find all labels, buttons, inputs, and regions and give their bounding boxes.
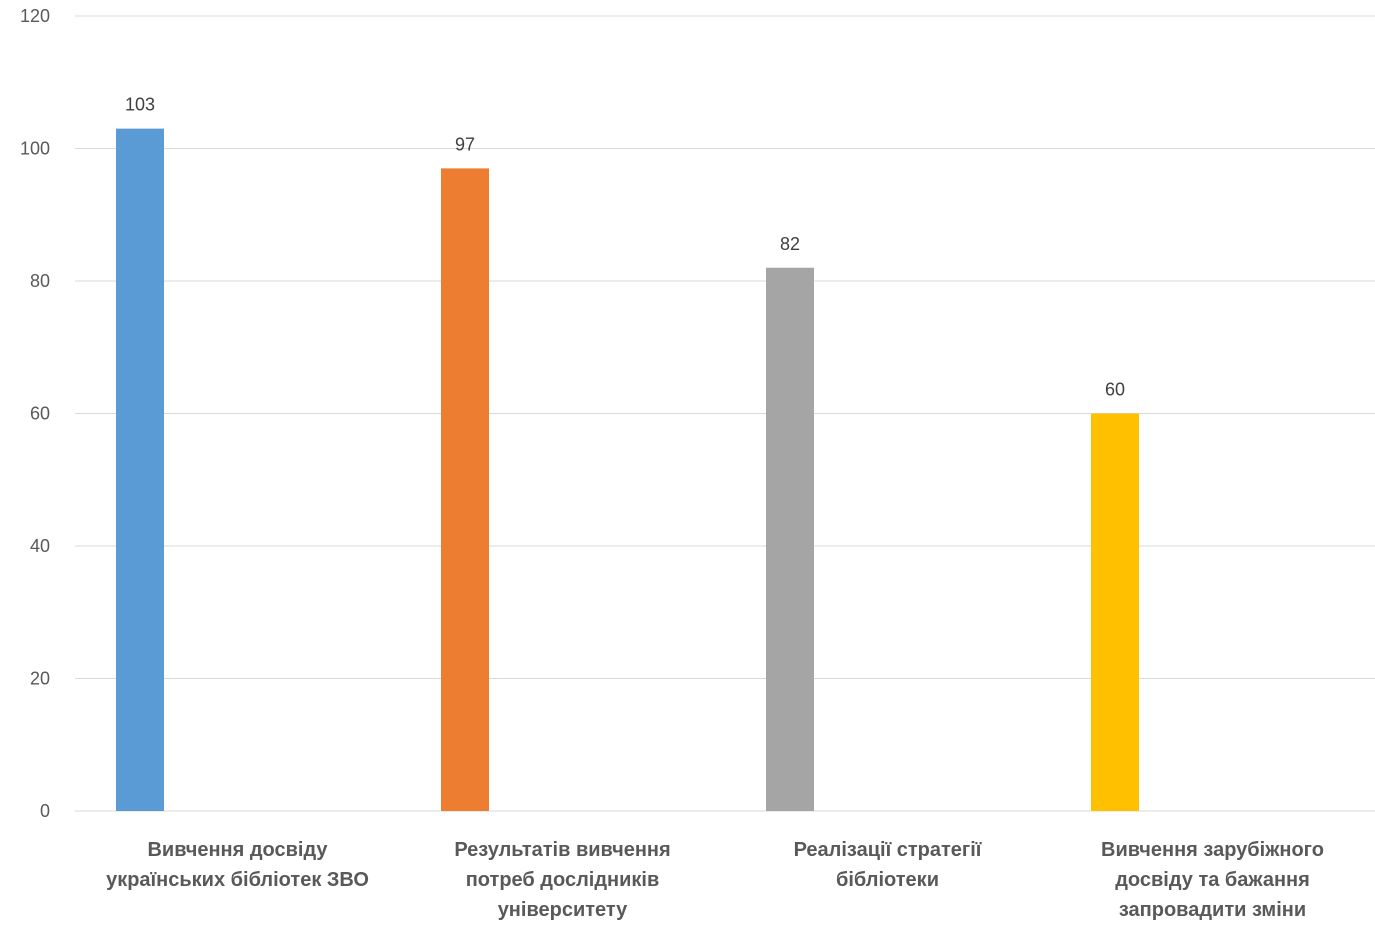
- category-label-line: Реалізації стратегії: [794, 839, 982, 861]
- y-tick-label-100: 100: [20, 139, 50, 159]
- gridlines: [75, 15, 1375, 812]
- category-label-line: Вивчення досвіду: [147, 839, 328, 861]
- bar-2: [441, 168, 489, 811]
- data-labels: 103 97 82 60: [125, 95, 1125, 400]
- y-tick-label-120: 120: [20, 6, 50, 26]
- category-label-line: університету: [498, 899, 628, 921]
- bars: [116, 128, 1139, 811]
- data-label-3: 82: [780, 234, 800, 254]
- bar-1: [116, 128, 164, 811]
- category-labels: Вивчення досвіду українських бібліотек ЗВ…: [106, 839, 1324, 921]
- category-label-1: Вивчення досвіду українських бібліотек ЗВ…: [106, 839, 369, 891]
- category-label-line: Результатів вивчення: [454, 839, 670, 861]
- bar-3: [766, 267, 814, 811]
- category-label-2: Результатів вивчення потреб дослідників ун…: [454, 839, 670, 921]
- y-tick-label-0: 0: [40, 801, 50, 821]
- category-label-line: українських бібліотек ЗВО: [106, 869, 369, 891]
- category-label-line: досвіду та бажання: [1115, 869, 1310, 891]
- category-label-4: Вивчення зарубіжного досвіду та бажання за…: [1101, 839, 1324, 921]
- data-label-4: 60: [1105, 380, 1125, 400]
- category-label-line: Вивчення зарубіжного: [1101, 839, 1324, 861]
- y-tick-label-80: 80: [30, 271, 50, 291]
- data-label-1: 103: [125, 95, 155, 115]
- category-label-line: запровадити зміни: [1119, 899, 1306, 921]
- category-label-3: Реалізації стратегії бібліотеки: [794, 839, 982, 891]
- y-tick-label-40: 40: [30, 536, 50, 556]
- y-tick-label-20: 20: [30, 669, 50, 689]
- category-label-line: бібліотеки: [836, 869, 939, 891]
- data-label-2: 97: [455, 134, 475, 154]
- y-tick-label-60: 60: [30, 404, 50, 424]
- y-axis-tick-labels: 0 20 40 60 80 100 120: [20, 6, 50, 821]
- category-label-line: потреб дослідників: [466, 869, 660, 891]
- bar-4: [1091, 413, 1139, 811]
